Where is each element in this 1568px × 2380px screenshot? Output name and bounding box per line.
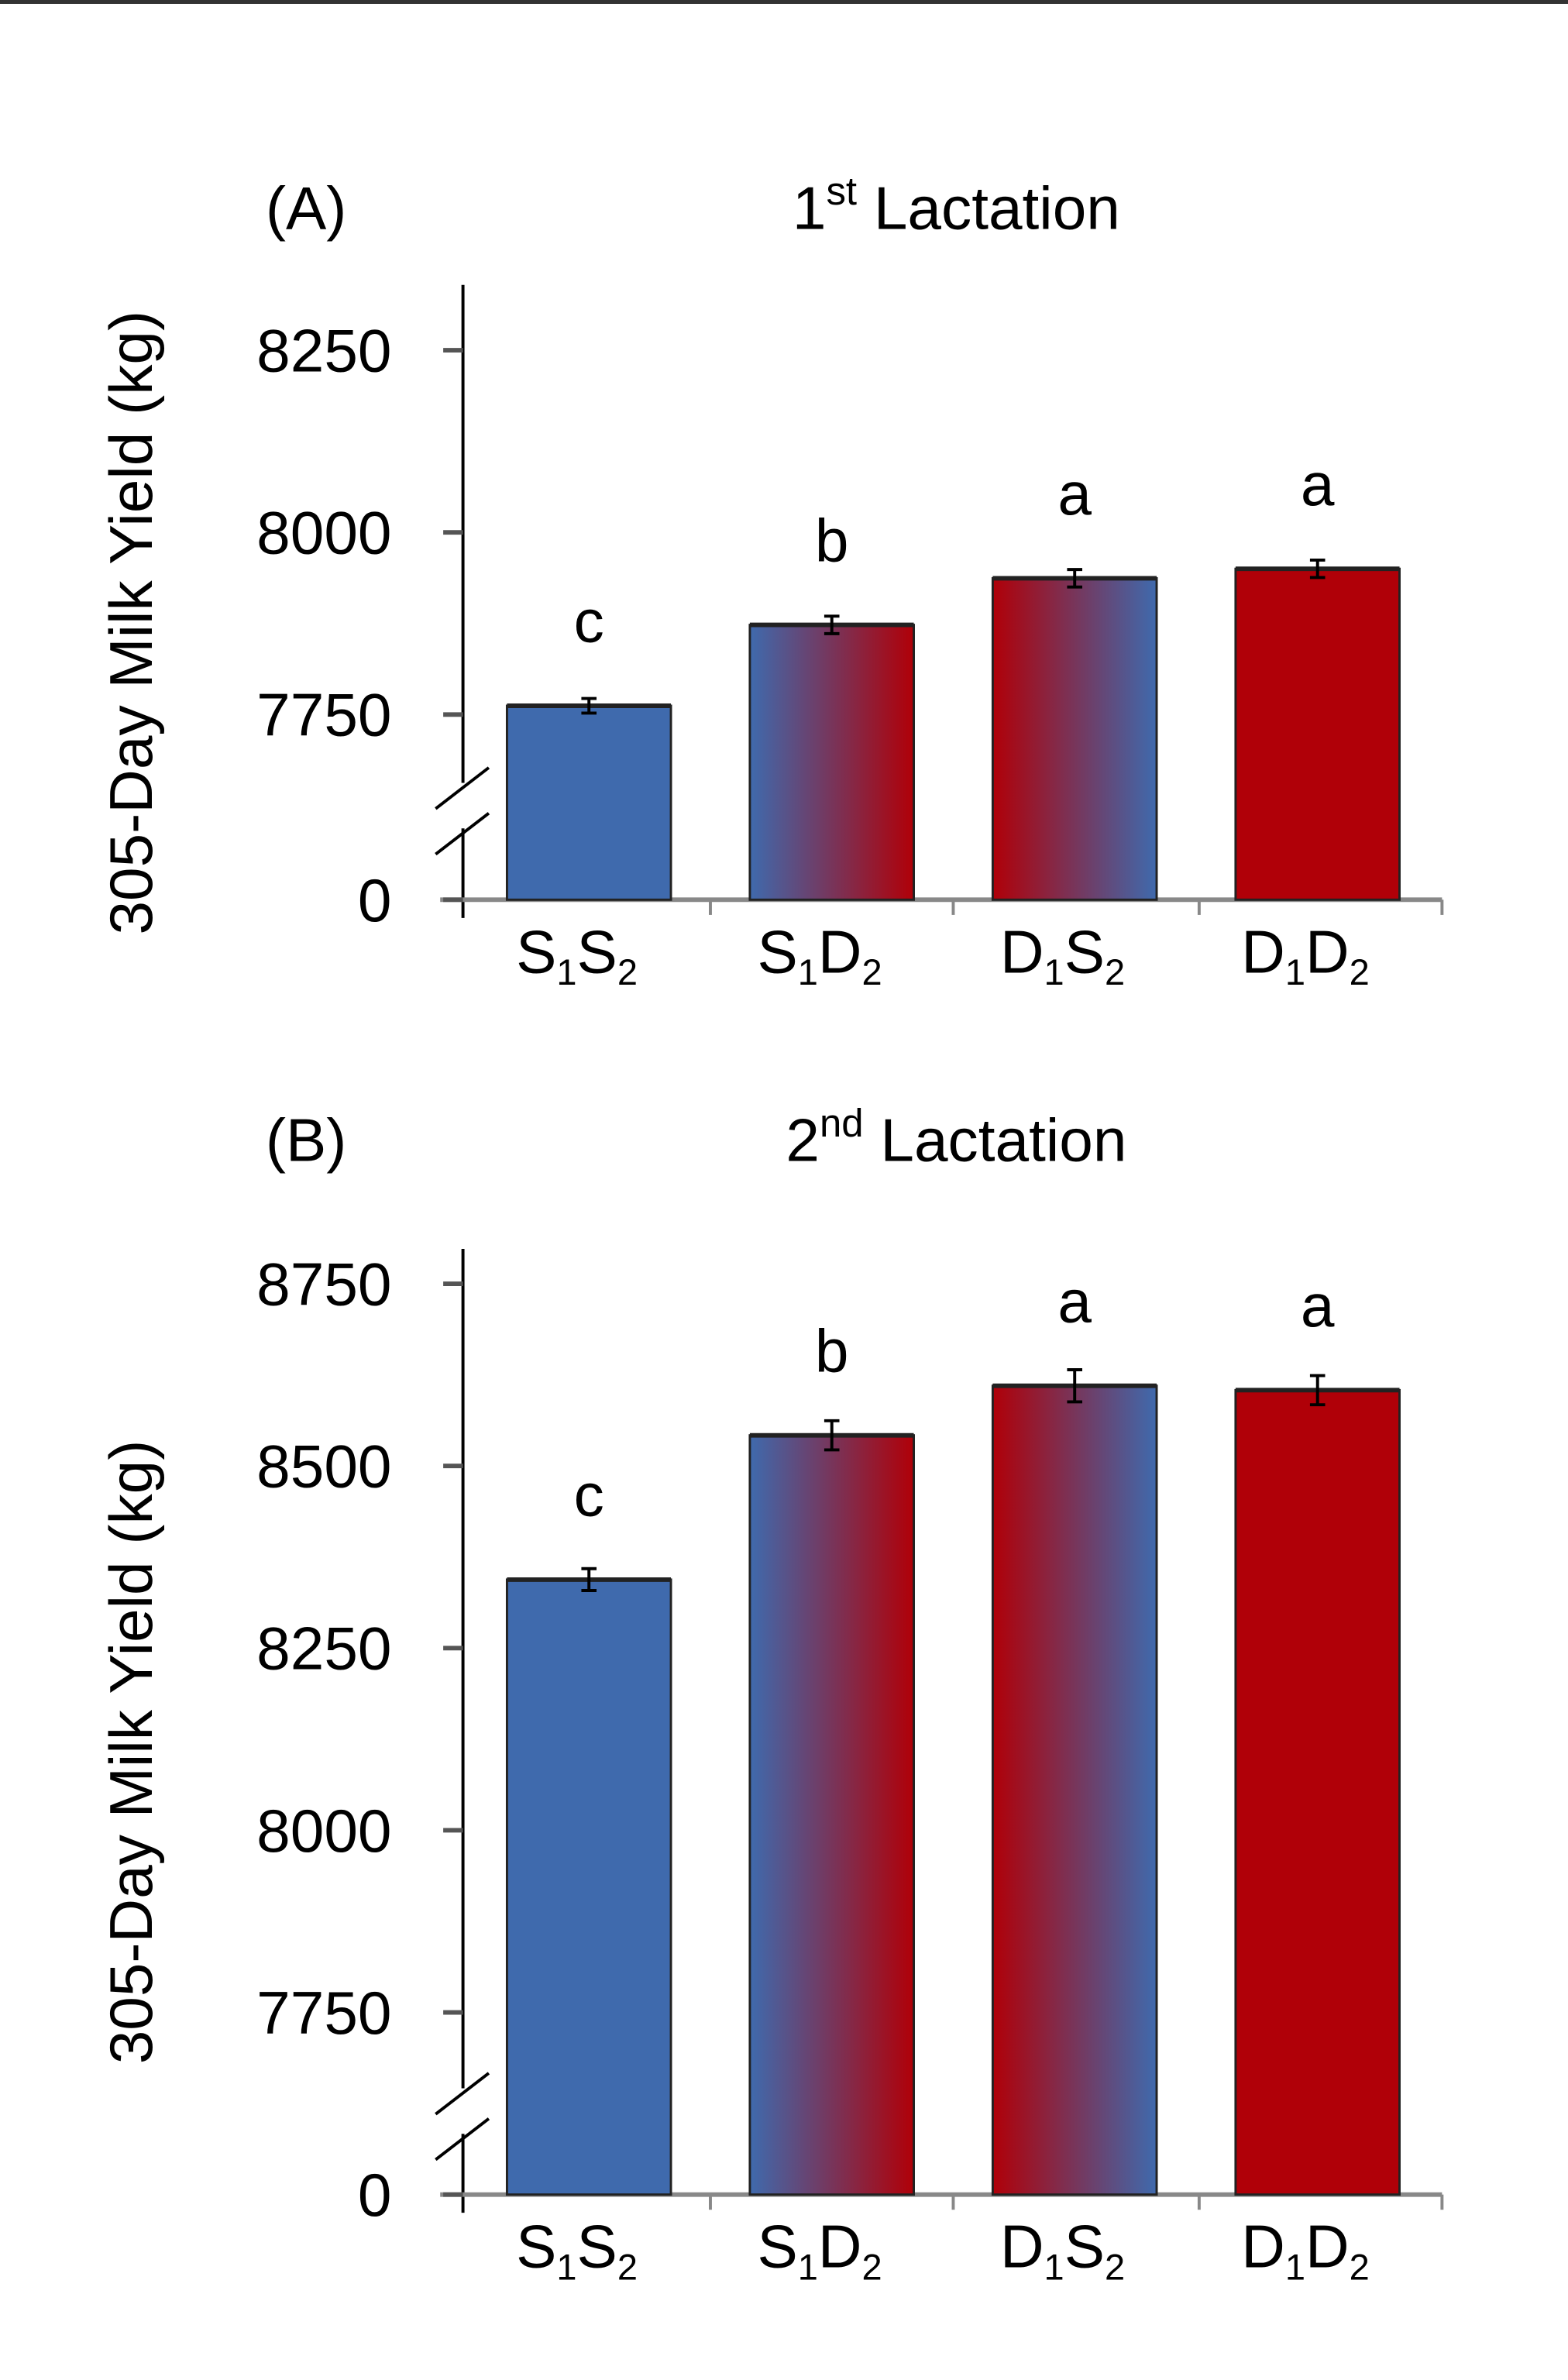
category-letter: S <box>1064 2213 1105 2281</box>
category-subscript: 1 <box>556 2246 576 2287</box>
category-letter: D <box>1241 917 1285 985</box>
bar <box>505 1578 672 2196</box>
title-superscript: st <box>826 169 857 213</box>
x-tick-label: S1D2 <box>757 917 882 992</box>
y-tick-label: 8500 <box>256 1432 391 1501</box>
axis-break-mark <box>435 812 490 856</box>
category-subscript: 2 <box>617 951 638 992</box>
y-tick-label: 7750 <box>256 681 391 749</box>
significance-letter: a <box>1057 1267 1092 1335</box>
y-axis-label: 305-Day Milk Yield (kg) <box>97 1440 165 2065</box>
category-subscript: 1 <box>1285 951 1305 992</box>
category-subscript: 1 <box>798 2246 818 2287</box>
bar <box>991 576 1158 901</box>
category-letter: D <box>1000 2213 1044 2281</box>
category-letter: S <box>516 2213 556 2281</box>
category-letter: D <box>818 2213 862 2281</box>
category-letter: D <box>818 917 862 985</box>
significance-letter: b <box>815 506 849 574</box>
x-tick-label: D1D2 <box>1241 917 1370 992</box>
title-text: Lactation <box>857 174 1120 242</box>
x-tick-label: S1D2 <box>757 2213 882 2288</box>
title-number: 1 <box>793 174 827 242</box>
title-number: 2 <box>786 1106 820 1174</box>
bar <box>1234 1388 1401 2196</box>
significance-letter: a <box>1301 450 1335 518</box>
category-subscript: 1 <box>1044 2246 1064 2287</box>
x-tick-label: D1D2 <box>1241 2213 1370 2288</box>
category-letter: D <box>1000 917 1044 985</box>
category-letter: D <box>1305 2213 1350 2281</box>
x-tick-label: D1S2 <box>1000 917 1125 992</box>
title-text: Lactation <box>864 1106 1127 1174</box>
category-subscript: 1 <box>798 951 818 992</box>
y-axis-label: 305-Day Milk Yield (kg) <box>97 311 165 935</box>
category-subscript: 1 <box>1285 2246 1305 2287</box>
category-subscript: 1 <box>1044 951 1064 992</box>
y-tick-label: 0 <box>358 2161 392 2229</box>
category-letter: D <box>1305 917 1350 985</box>
axis-break-mark <box>435 2072 490 2116</box>
category-subscript: 2 <box>1350 2246 1370 2287</box>
category-letter: S <box>577 2213 617 2281</box>
category-subscript: 2 <box>617 2246 638 2287</box>
category-subscript: 2 <box>1350 951 1370 992</box>
category-subscript: 1 <box>556 951 576 992</box>
significance-letter: a <box>1301 1271 1335 1340</box>
panel-label: (B) <box>266 1106 346 1174</box>
y-tick-label: 0 <box>358 866 392 934</box>
significance-letter: c <box>574 1461 604 1529</box>
bar <box>1234 567 1401 901</box>
panel-label: (A) <box>266 174 346 242</box>
x-tick-label: S1S2 <box>516 2213 638 2288</box>
category-subscript: 2 <box>1105 951 1125 992</box>
category-letter: S <box>516 917 556 985</box>
category-subscript: 2 <box>1105 2246 1125 2287</box>
y-tick-label: 8250 <box>256 1615 391 1683</box>
significance-letter: b <box>815 1316 849 1384</box>
title-superscript: nd <box>820 1101 864 1145</box>
axis-break-mark <box>435 2117 490 2162</box>
category-letter: D <box>1241 2213 1285 2281</box>
bar <box>748 624 915 901</box>
x-tick-label: D1S2 <box>1000 2213 1125 2288</box>
significance-letter: c <box>574 587 604 655</box>
category-subscript: 2 <box>861 951 882 992</box>
category-subscript: 2 <box>861 2246 882 2287</box>
axis-break-mark <box>435 766 490 810</box>
category-letter: S <box>757 2213 797 2281</box>
bar <box>991 1384 1158 2196</box>
significance-letter: a <box>1057 459 1092 528</box>
y-tick-label: 8000 <box>256 499 391 567</box>
y-tick-label: 8000 <box>256 1797 391 1865</box>
category-letter: S <box>577 917 617 985</box>
y-tick-label: 8250 <box>256 316 391 384</box>
chart-title: 1st Lactation <box>793 169 1120 242</box>
bar <box>505 704 672 901</box>
x-tick-label: S1S2 <box>516 917 638 992</box>
bar <box>748 1434 915 2196</box>
chart-title: 2nd Lactation <box>786 1101 1126 1174</box>
category-letter: S <box>1064 917 1105 985</box>
y-tick-label: 8750 <box>256 1250 391 1318</box>
y-tick-label: 7750 <box>256 1979 391 2047</box>
category-letter: S <box>757 917 797 985</box>
